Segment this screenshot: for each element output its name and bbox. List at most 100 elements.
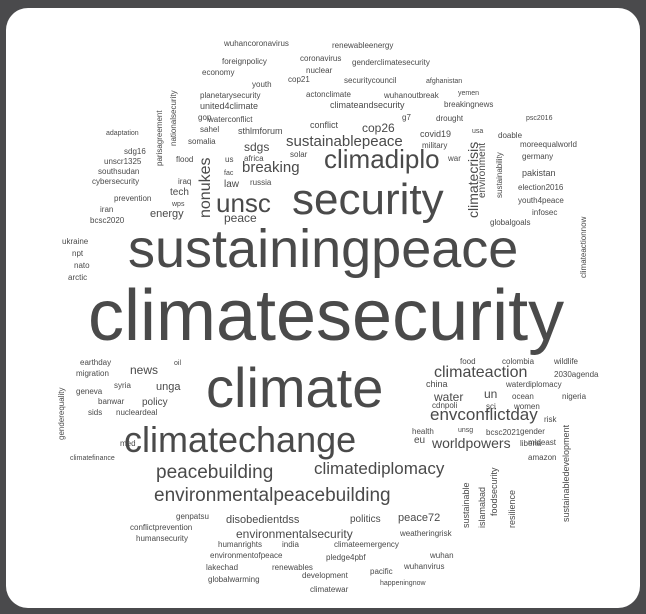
word-globalwarming: globalwarming [208,575,260,584]
word-eu: eu [414,435,426,446]
word-actonclimate: actonclimate [306,90,351,99]
word-peace: peace [224,211,257,225]
word-women: women [514,402,540,411]
word-climatediplomacy: climatediplomacy [314,459,445,478]
word-wuhan: wuhan [430,551,454,560]
word-wuhanoutbreak: wuhanoutbreak [384,91,439,100]
word-wps: wps [172,201,185,208]
word-sustainabledevelopment: sustainabledevelopment [561,424,571,522]
word-lakechad: lakechad [206,563,239,572]
word-renewableenergy: renewableenergy [332,41,394,50]
word-water: water [434,390,464,404]
word-africa: africa [244,154,264,163]
word-planetarysecurity: planetarysecurity [200,91,261,100]
word-oil: oil [174,360,182,367]
word-climate: climate [206,356,384,419]
word-nuclear: nuclear [306,66,333,75]
word-ocean: ocean [512,392,534,401]
word-sustainablepeace: sustainablepeace [286,133,403,150]
word-islamabad: islamabad [477,486,487,528]
word-germany: germany [522,152,554,161]
word-securitycouncil: securitycouncil [344,76,397,85]
word-sids: sids [88,408,103,417]
word-mideast: mideast [528,438,557,447]
word-sahel: sahel [200,125,220,134]
word-weatheringrisk: weatheringrisk [400,529,452,538]
word-nato: nato [74,261,90,270]
word-humansecurity: humansecurity [136,534,189,543]
word-energy: energy [150,208,184,220]
word-envconflictday: envconflictday [430,405,538,424]
word-un: un [484,387,498,401]
word-cop21: cop21 [288,75,310,84]
word-unsg: unsg [458,427,474,434]
word-covid19: covid19 [420,129,452,139]
word-infosec: infosec [532,208,558,217]
word-coronavirus: coronavirus [300,54,342,63]
word-food: food [460,357,476,366]
word-bcsc2021: bcsc2021 [486,428,521,437]
word-flood: flood [176,155,194,164]
word-peace72: peace72 [398,512,441,524]
word-breaking: breaking [242,159,300,176]
word-amazon: amazon [528,453,557,462]
word-waterconflict: waterconflict [208,115,253,124]
word-war: war [448,154,461,163]
word-genderequality: genderequality [57,387,66,440]
word-sci: sci [486,402,496,411]
word-usa: usa [472,128,484,135]
word-npt: npt [72,249,84,258]
word-military: military [422,141,448,150]
word-unscr1325: unscr1325 [104,157,142,166]
word-climatechange: climatechange [124,419,357,460]
word-wuhanvirus: wuhanvirus [404,562,445,571]
word-unga: unga [156,381,181,393]
word-risk: risk [544,415,557,424]
word-development: development [302,571,348,580]
word-sdgs: sdgs [244,140,270,154]
word-election2016: election2016 [518,183,564,192]
word-adaptation: adaptation [106,130,139,137]
word-psc2016: psc2016 [526,115,553,122]
word-india: india [282,540,299,549]
word-disobedientdss: disobedientdss [226,514,300,526]
word-nonukes: nonukes [197,157,214,219]
word-cloud: climatesecurity sustainingpeace climate … [6,8,640,608]
word-policy: policy [142,397,168,408]
word-economy: economy [202,68,235,77]
word-gender: gender [520,427,545,436]
word-cybersecurity: cybersecurity [92,177,140,186]
word-colombia: colombia [502,357,535,366]
word-genpatsu: genpatsu [176,512,209,521]
word-moreequalworld: moreequalworld [520,140,577,149]
word-sdg16: sdg16 [124,147,146,156]
word-southsudan: southsudan [98,167,140,176]
word-climadiplo: climadiplo [324,144,440,174]
word-wuhancoronavirus: wuhancoronavirus [224,39,289,48]
word-renewables: renewables [272,563,313,572]
word-law: law [224,179,240,190]
word-climateactionnow: climateactionnow [579,216,588,278]
word-russia: russia [250,178,272,187]
word-tech: tech [170,187,189,198]
word-news: news [130,363,159,377]
word-bcsc2020: bcsc2020 [90,216,125,225]
word-prevention: prevention [114,194,152,203]
word-climatefinance: climatefinance [70,455,115,462]
word-politics: politics [350,514,381,525]
word-yemen: yemen [458,90,480,97]
word-cop26: cop26 [362,121,395,135]
word-china: china [426,379,448,389]
word-migration: migration [76,369,109,378]
word-sustainable: sustainable [461,482,471,528]
word-climatewar: climatewar [310,585,349,594]
word-gop: gop [198,113,212,122]
word-youth4peace: youth4peace [518,196,564,205]
word-pacific: pacific [370,567,393,576]
word-somalia: somalia [188,137,216,146]
word-iran: iran [100,205,114,214]
word-environmentalsecurity: environmentalsecurity [236,527,353,541]
word-peacebuilding: peacebuilding [156,462,274,483]
word-sustainability: sustainability [495,152,504,198]
word-waterdiplomacy: waterdiplomacy [506,380,562,389]
